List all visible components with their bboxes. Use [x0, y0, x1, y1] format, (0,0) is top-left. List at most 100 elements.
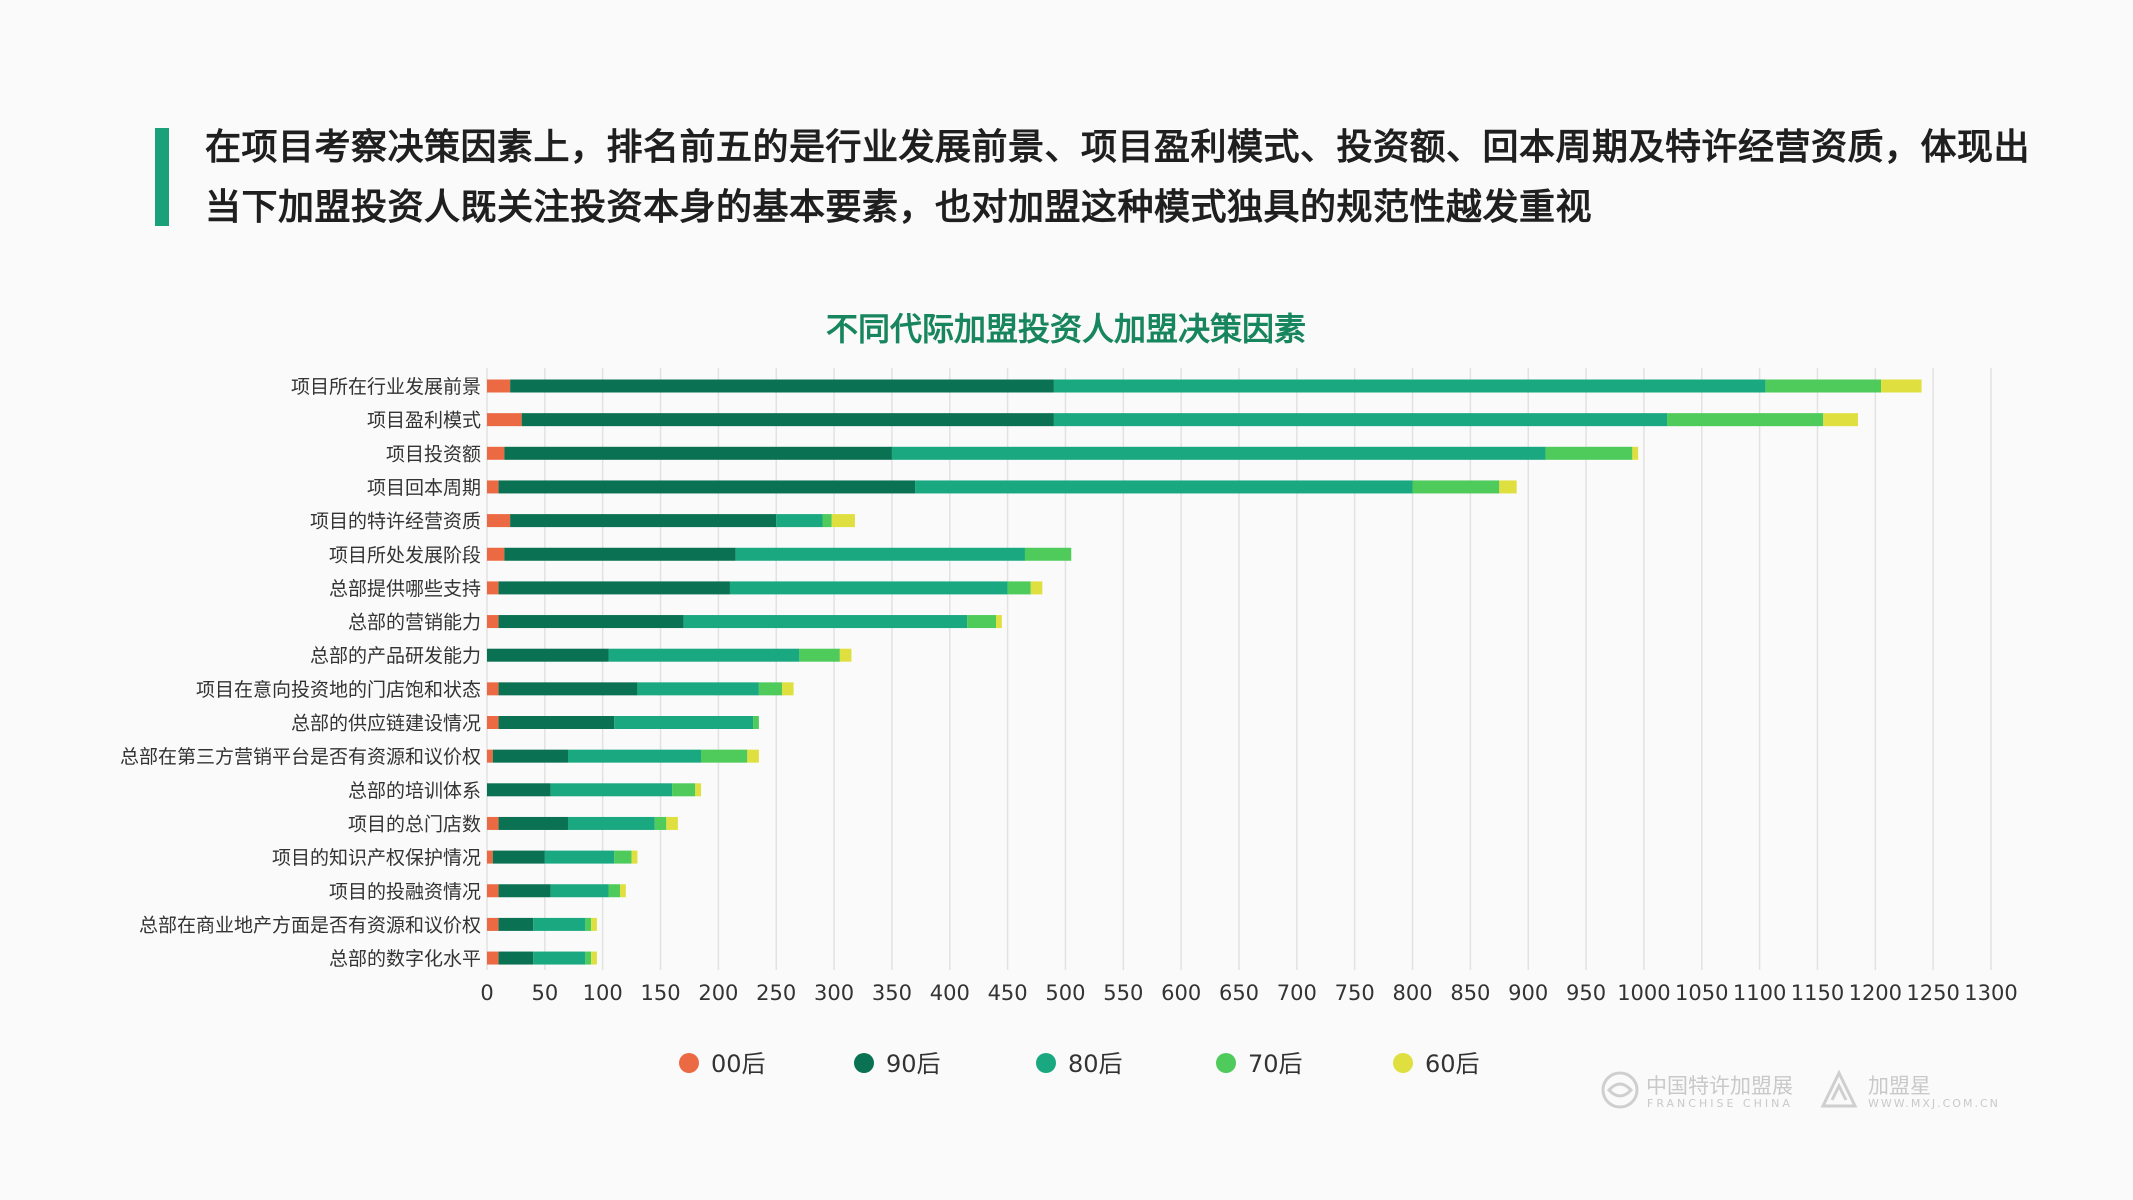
bar-segment [504, 547, 736, 561]
x-tick-label: 950 [1566, 981, 1606, 1005]
bar-segment [487, 783, 551, 797]
bar-segment [620, 884, 626, 898]
bar-segment [608, 884, 621, 898]
bar-segment [701, 749, 748, 763]
bar-segment [487, 480, 499, 494]
legend-label: 70后 [1248, 1050, 1303, 1078]
x-tick-label: 400 [930, 981, 970, 1005]
mxj-logo-icon [1820, 1070, 1858, 1108]
bar-segment [550, 783, 673, 797]
bar-segment [747, 749, 759, 763]
category-label: 总部的产品研发能力 [310, 645, 481, 667]
x-tick-label: 750 [1335, 981, 1375, 1005]
bar-segment [831, 514, 855, 528]
x-tick-label: 150 [640, 981, 680, 1005]
bar-segment [735, 547, 1025, 561]
bar-segment [487, 716, 499, 729]
bar-segment [487, 917, 499, 931]
bar-segment [996, 615, 1002, 629]
x-tick-label: 500 [1045, 981, 1085, 1005]
bar-segment [498, 716, 615, 729]
bar-segment [487, 850, 493, 864]
x-tick-label: 1250 [1906, 981, 1959, 1005]
x-tick-label: 0 [480, 981, 493, 1005]
x-tick-label: 300 [814, 981, 854, 1005]
x-tick-label: 50 [531, 981, 558, 1005]
bar-segment [683, 615, 968, 629]
category-label: 总部的供应链建设情况 [291, 713, 481, 735]
legend-label: 80后 [1068, 1050, 1123, 1078]
bar-segment [753, 716, 759, 729]
bar-segment [1007, 581, 1031, 595]
bar-segment [591, 917, 597, 931]
x-tick-label: 100 [583, 981, 623, 1005]
bar-segment [1545, 446, 1633, 460]
bar-segment [1053, 379, 1766, 393]
x-tick-label: 800 [1392, 981, 1432, 1005]
category-label: 项目所处发展阶段 [329, 544, 481, 566]
bar-segment [498, 951, 534, 965]
category-label: 项目的总门店数 [348, 813, 481, 835]
bar-segment [498, 615, 684, 629]
bar-segment [585, 951, 592, 965]
bar-segment [1823, 413, 1858, 427]
mxj-en: WWW.MXJ.COM.CN [1868, 1097, 2000, 1110]
bar-segment [487, 615, 499, 629]
bar-segment [533, 951, 586, 965]
category-label: 总部的数字化水平 [329, 948, 481, 970]
legend-marker [854, 1053, 874, 1073]
bar-segment [1024, 547, 1072, 561]
bar-segment [591, 951, 597, 965]
bar-segment [654, 816, 667, 830]
bar-segment [1667, 413, 1824, 427]
bar-segment [487, 951, 499, 965]
bar-segment [891, 446, 1546, 460]
bar-segment [1030, 581, 1043, 595]
bar-segment [487, 682, 499, 696]
bar-segment [567, 749, 702, 763]
x-tick-label: 1150 [1791, 981, 1844, 1005]
bar-segment [799, 648, 840, 662]
x-tick-label: 350 [872, 981, 912, 1005]
legend-label: 60后 [1425, 1050, 1480, 1078]
category-label: 项目的知识产权保护情况 [272, 847, 481, 869]
bar-segment [487, 648, 609, 662]
bar-segment [585, 917, 592, 931]
category-label: 总部在第三方营销平台是否有资源和议价权 [120, 746, 481, 768]
bar-segment [729, 581, 1008, 595]
x-tick-label: 850 [1450, 981, 1490, 1005]
bar-segment [487, 884, 499, 898]
bar-segment [510, 514, 777, 528]
category-label: 项目投资额 [386, 443, 481, 465]
category-label: 总部提供哪些支持 [329, 578, 481, 600]
headline-accent-bar [155, 128, 169, 226]
bar-segment [567, 816, 655, 830]
bar-segment [1765, 379, 1882, 393]
bar-segment [614, 850, 632, 864]
x-tick-label: 700 [1277, 981, 1317, 1005]
franchise-china-cn: 中国特许加盟展 [1646, 1074, 1793, 1098]
bar-segment [1412, 480, 1500, 494]
category-label: 项目回本周期 [367, 477, 481, 499]
category-label: 总部在商业地产方面是否有资源和议价权 [139, 914, 481, 936]
bar-segment [492, 850, 545, 864]
x-tick-label: 1000 [1617, 981, 1670, 1005]
legend-label: 90后 [886, 1050, 941, 1078]
x-tick-label: 1100 [1733, 981, 1786, 1005]
bar-segment [498, 884, 551, 898]
bar-segment [666, 816, 678, 830]
bar-segment [487, 514, 511, 528]
bar-segment [695, 783, 702, 797]
legend-label: 00后 [711, 1050, 766, 1078]
x-tick-label: 900 [1508, 981, 1548, 1005]
mxj-cn: 加盟星 [1868, 1074, 1931, 1098]
bar-segment [487, 446, 505, 460]
bar-segment [498, 480, 916, 494]
x-tick-label: 1300 [1964, 981, 2017, 1005]
bar-segment [550, 884, 609, 898]
bar-segment [487, 379, 511, 393]
legend-marker [1393, 1053, 1413, 1073]
bar-segment [637, 682, 759, 696]
bar-segment [487, 581, 499, 595]
franchise-china-en: FRANCHISE CHINA [1647, 1097, 1793, 1110]
